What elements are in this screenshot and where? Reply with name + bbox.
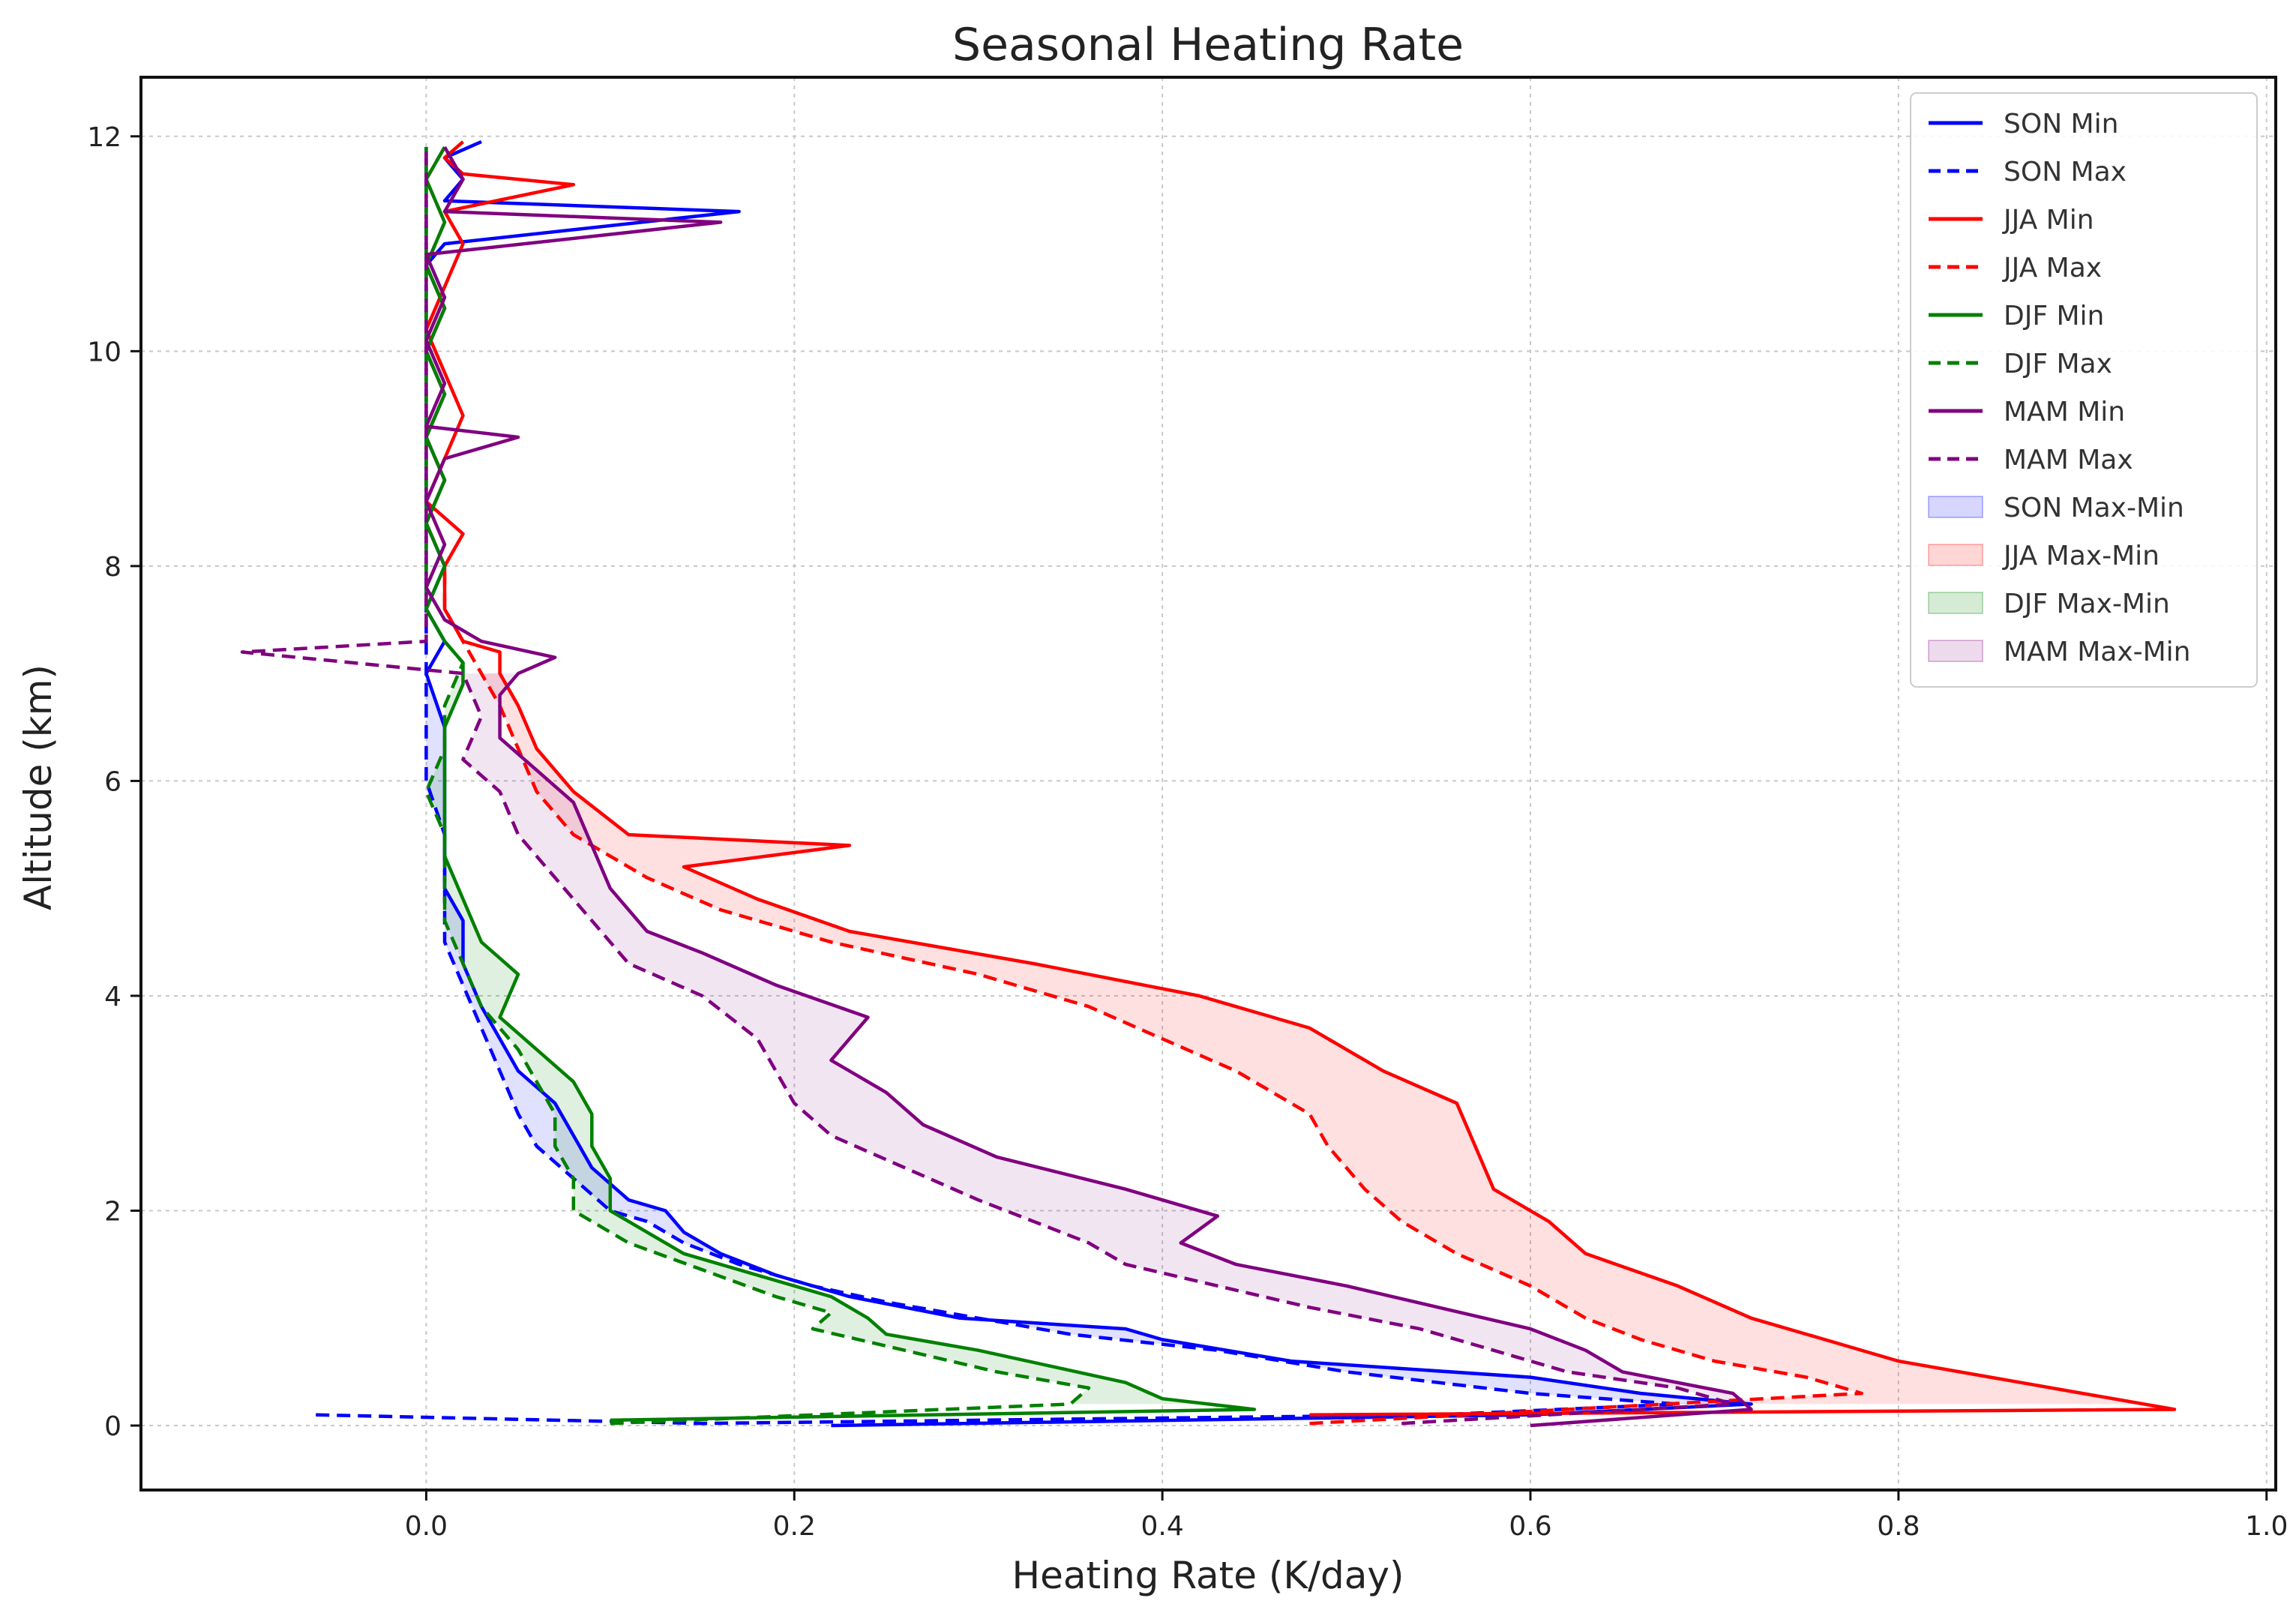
y-tick-label-0: 0 <box>104 1411 121 1442</box>
legend-swatch-10 <box>1928 592 1983 614</box>
line-djf-min <box>424 145 1257 1423</box>
x-axis-ticks: 0.0 0.2 0.4 0.6 0.8 1.0 <box>405 1490 2288 1542</box>
line-mam-max <box>240 147 1735 1426</box>
legend-label-10: DJF Max-Min <box>2004 589 2170 619</box>
chart-title: Seasonal Heating Rate <box>952 19 1464 71</box>
y-tick-label-5: 10 <box>87 337 121 367</box>
legend: SON Min SON Max JJA Min JJA Max DJF Min DJF M… <box>1910 92 2258 688</box>
y-tick-label-1: 2 <box>104 1196 121 1227</box>
legend-label-0: SON Min <box>2004 109 2118 139</box>
legend-swatch-11 <box>1928 640 1983 662</box>
x-tick-label-1: 0.2 <box>773 1511 816 1542</box>
line-djf-max <box>424 147 1091 1426</box>
band-djf <box>426 673 1209 1405</box>
band-jja <box>481 673 2145 1405</box>
x-tick-label-5: 1.0 <box>2245 1511 2288 1542</box>
legend-label-8: SON Max-Min <box>2004 493 2184 523</box>
legend-label-6: MAM Min <box>2004 397 2125 427</box>
legend-swatch-9 <box>1928 544 1983 566</box>
y-axis-ticks: 0 2 4 6 8 10 12 <box>87 122 141 1442</box>
x-tick-label-0: 0.0 <box>405 1511 448 1542</box>
y-tick-label-2: 4 <box>104 982 121 1012</box>
band-fills <box>426 673 2145 1405</box>
legend-box <box>1910 92 2258 688</box>
plot-frame <box>139 76 2277 1492</box>
legend-label-4: DJF Min <box>2004 301 2104 331</box>
legend-label-11: MAM Max-Min <box>2004 637 2191 667</box>
series-lines <box>240 139 2177 1428</box>
x-tick-label-3: 0.6 <box>1509 1511 1551 1542</box>
line-jja-max <box>424 145 1864 1426</box>
y-tick-label-4: 8 <box>104 552 121 583</box>
x-tick-label-2: 0.4 <box>1141 1511 1184 1542</box>
legend-label-3: JJA Max <box>2002 253 2102 283</box>
legend-label-1: SON Max <box>2004 157 2127 187</box>
y-tick-label-3: 6 <box>104 766 121 797</box>
x-tick-label-4: 0.8 <box>1877 1511 1920 1542</box>
line-mam-min <box>424 145 1753 1428</box>
legend-label-9: JJA Max-Min <box>2002 541 2160 571</box>
legend-label-2: JJA Min <box>2002 205 2094 235</box>
grid-lines <box>141 77 2276 1490</box>
x-axis-label: Heating Rate (K/day) <box>1012 1554 1404 1597</box>
y-tick-label-6: 12 <box>87 122 121 153</box>
y-axis-label: Altitude (km) <box>16 664 60 910</box>
legend-swatch-8 <box>1928 496 1983 518</box>
legend-label-7: MAM Max <box>2004 445 2133 475</box>
legend-label-5: DJF Max <box>2004 349 2112 379</box>
